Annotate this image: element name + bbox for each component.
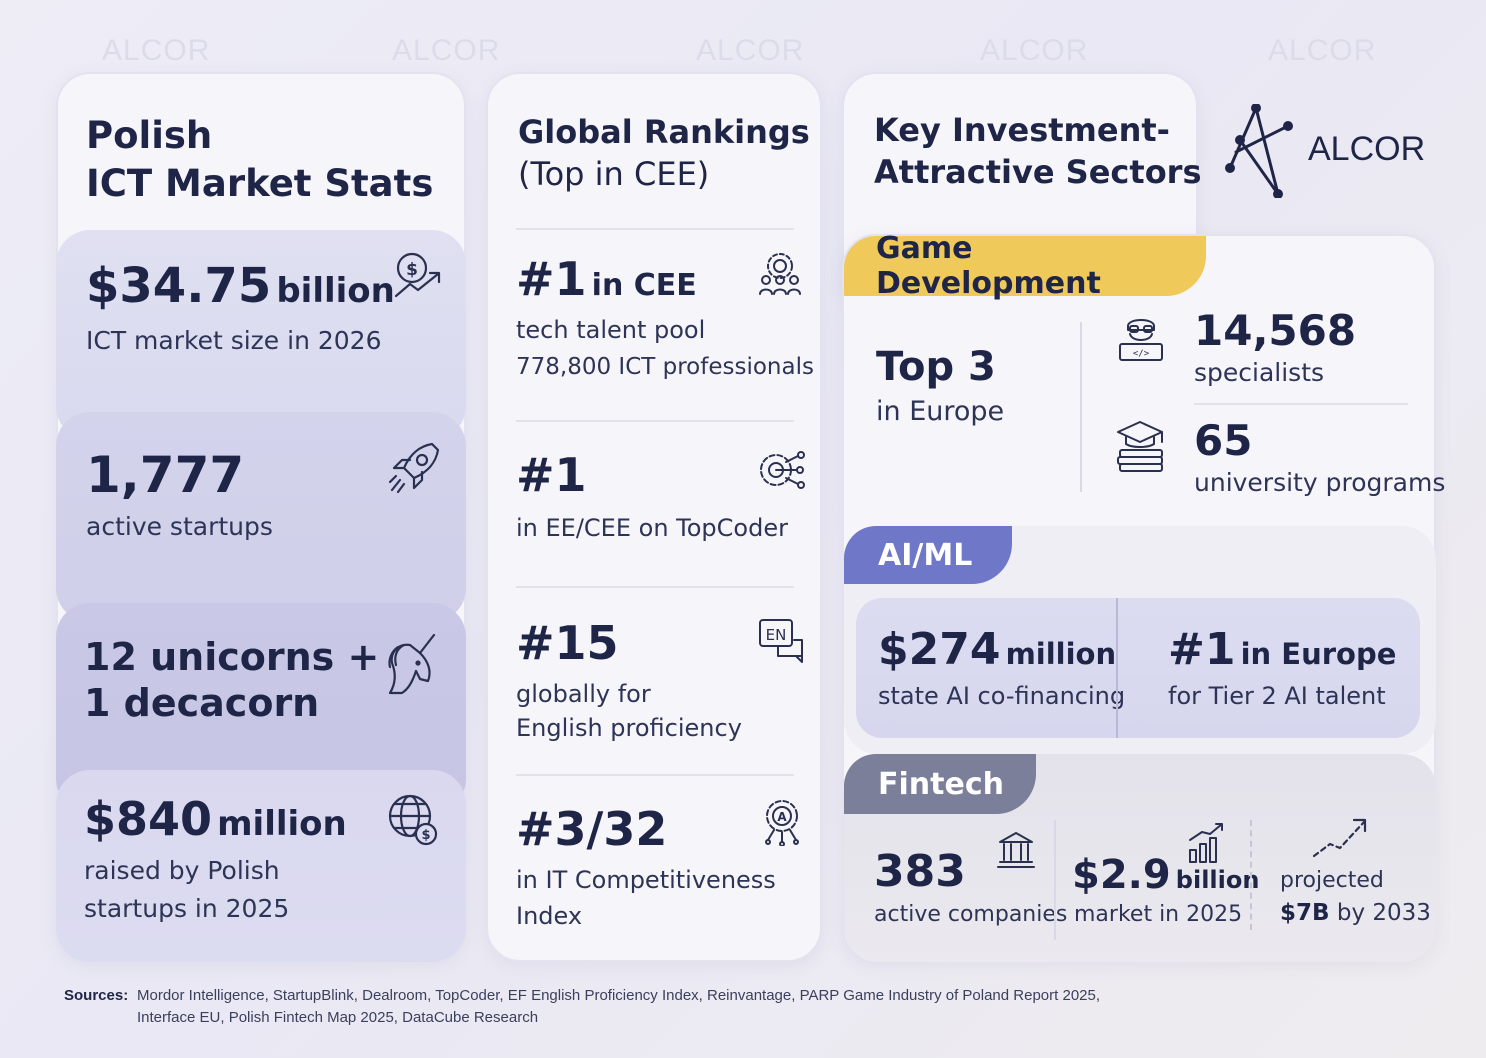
sources-line2: Interface EU, Polish Fintech Map 2025, D… (137, 1009, 539, 1026)
divider (516, 774, 794, 776)
ranking-tech-talent: #1 in CEE (516, 252, 697, 306)
watermark: ALCOR (102, 34, 211, 67)
col2-title: Global Rankings (Top in CEE) (518, 113, 810, 193)
watermark: ALCOR (1268, 34, 1377, 67)
stat-panel-market-size: $34.75 billion ICT market size in 2026 $ (56, 230, 466, 440)
divider (1116, 598, 1118, 738)
watermark: ALCOR (392, 34, 501, 67)
stat-panel-startups: 1,777 active startups (56, 412, 466, 622)
trend-up-icon (1310, 814, 1370, 862)
sources-label: Sources: (64, 987, 129, 1004)
divider (516, 228, 794, 230)
graduation-books-icon (1114, 418, 1168, 474)
divider (516, 420, 794, 422)
svg-text:</>: </> (1133, 349, 1150, 359)
unicorn-icon (382, 631, 442, 697)
bar-growth-icon (1186, 820, 1226, 864)
stat-panel-raised: $840 million raised by Polish startups i… (56, 770, 466, 962)
game-development-tag: Game Development (844, 231, 1206, 301)
sources-line1: Mordor Intelligence, StartupBlink, Dealr… (137, 987, 1101, 1004)
watermark: ALCOR (696, 34, 805, 67)
svg-text:EN: EN (766, 626, 787, 644)
alcor-logo: ALCOR (1222, 104, 1426, 200)
bank-icon (996, 830, 1036, 870)
fintech-tag: Fintech (844, 754, 1036, 814)
rocket-icon (386, 440, 442, 496)
aiml-tag: AI/ML (844, 526, 1012, 584)
divider (516, 586, 794, 588)
divider (1054, 820, 1056, 940)
svg-text:$: $ (421, 828, 430, 843)
watermark: ALCOR (980, 34, 1089, 67)
col3-title: Key Investment- Attractive Sectors (874, 111, 1202, 191)
alcor-logo-text: ALCOR (1308, 130, 1426, 168)
globe-money-icon: $ (386, 792, 442, 848)
divider (1194, 403, 1408, 405)
divider (1250, 820, 1252, 930)
col1-title: Polish ICT Market Stats (86, 114, 434, 206)
money-growth-icon: $ (390, 250, 446, 302)
aiml-stats-panel: $274 million state AI co-financing #1 in… (856, 598, 1420, 738)
team-gear-icon (756, 250, 804, 296)
developer-icon: </> (1116, 312, 1166, 362)
gear-circuit-icon (756, 446, 806, 494)
divider (1080, 322, 1082, 492)
english-chat-icon: EN (758, 618, 806, 664)
svg-text:$: $ (406, 260, 418, 280)
svg-text:A: A (777, 810, 787, 824)
ai-gear-icon: A (760, 798, 804, 846)
global-rankings-card: Global Rankings (Top in CEE) #1 in CEE t… (486, 72, 822, 962)
